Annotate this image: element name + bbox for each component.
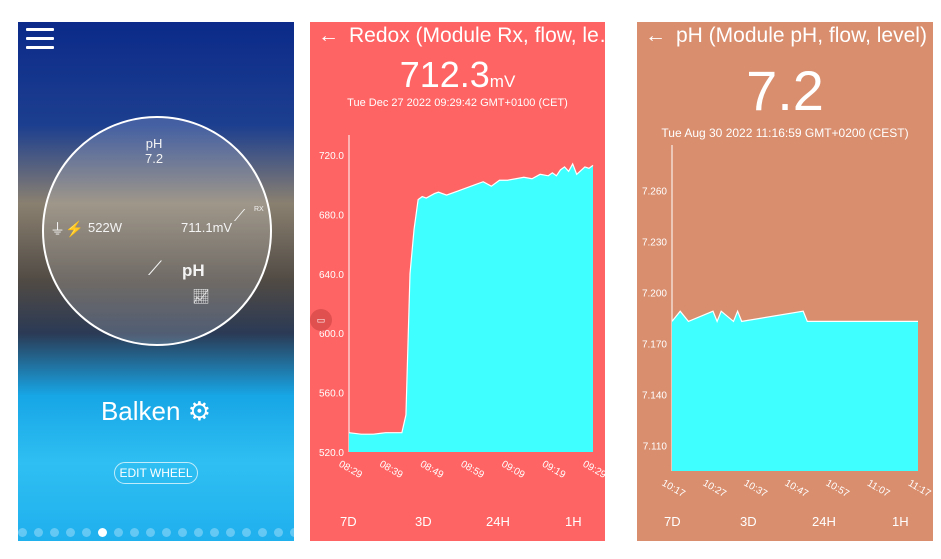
range-1h[interactable]: 1H bbox=[892, 514, 909, 529]
page-dot[interactable] bbox=[178, 528, 187, 537]
x-tick-label: 10:27 bbox=[701, 478, 729, 500]
x-tick-label: 10:17 bbox=[660, 478, 688, 500]
y-tick-label: 7.170 bbox=[642, 340, 667, 351]
series-line bbox=[348, 162, 594, 435]
screen-title: pH (Module pH, flow, level) bbox=[676, 24, 927, 47]
y-tick-label: 7.140 bbox=[642, 391, 667, 402]
ph-probe-icon: ⟋ bbox=[148, 258, 162, 280]
page-dot[interactable] bbox=[274, 528, 283, 537]
series-line bbox=[671, 309, 918, 324]
redox-value: 711.1mV bbox=[181, 220, 233, 235]
wheel-center-label: pH bbox=[182, 261, 205, 280]
hamburger-menu-icon[interactable] bbox=[26, 28, 54, 50]
back-arrow-icon[interactable]: ← bbox=[645, 24, 666, 47]
page-dot[interactable] bbox=[290, 528, 294, 537]
x-tick-label: 08:49 bbox=[418, 459, 446, 481]
x-tick-label: 08:39 bbox=[377, 459, 405, 481]
range-24h[interactable]: 24H bbox=[812, 514, 836, 529]
timestamp: Tue Dec 27 2022 09:29:42 GMT+0100 (CET) bbox=[347, 97, 568, 109]
header: ← Redox (Module Rx, flow, le… bbox=[318, 24, 605, 48]
y-tick-label: 7.110 bbox=[643, 442, 668, 453]
page-dot[interactable] bbox=[162, 528, 171, 537]
x-tick-label: 11:17 bbox=[906, 478, 933, 500]
range-7d[interactable]: 7D bbox=[664, 514, 681, 529]
current-value: 712.3mV bbox=[399, 54, 516, 95]
x-tick-label: 09:19 bbox=[540, 459, 568, 481]
current-value: 7.2 bbox=[746, 59, 824, 122]
x-tick-label: 08:59 bbox=[459, 459, 487, 481]
range-24h[interactable]: 24H bbox=[486, 514, 510, 529]
y-tick-label: 600.0 bbox=[319, 329, 344, 340]
page-dot[interactable] bbox=[242, 528, 251, 537]
y-tick-label: 7.200 bbox=[642, 289, 667, 300]
header: ← pH (Module pH, flow, level) bbox=[645, 24, 927, 48]
redox-screen: ← Redox (Module Rx, flow, le… 712.3mV Tue… bbox=[310, 22, 605, 541]
y-tick-label: 560.0 bbox=[319, 389, 344, 400]
back-arrow-icon[interactable]: ← bbox=[318, 24, 339, 47]
x-tick-label: 09:29 bbox=[581, 459, 605, 481]
area-fill bbox=[672, 311, 918, 471]
y-tick-label: 720.0 bbox=[319, 151, 344, 162]
chart-icon[interactable]: 📈︎ bbox=[192, 288, 210, 304]
x-tick-label: 09:09 bbox=[499, 459, 527, 481]
x-tick-label: 11:07 bbox=[865, 478, 892, 500]
y-tick-label: 520.0 bbox=[319, 448, 344, 459]
page-dot[interactable] bbox=[194, 528, 203, 537]
page-indicator[interactable] bbox=[18, 528, 294, 537]
page-dot[interactable] bbox=[130, 528, 139, 537]
page-dot[interactable] bbox=[18, 528, 27, 537]
settings-gears-icon[interactable]: ⚙ bbox=[187, 396, 212, 426]
ph-screen: ← pH (Module pH, flow, level) 7.2 Tue Aug… bbox=[637, 22, 933, 541]
page-dot[interactable] bbox=[226, 528, 235, 537]
page-dot[interactable] bbox=[50, 528, 59, 537]
y-tick-label: 640.0 bbox=[319, 270, 344, 281]
page-dot[interactable] bbox=[258, 528, 267, 537]
x-tick-label: 10:37 bbox=[742, 478, 770, 500]
area-fill bbox=[349, 163, 593, 452]
page-dot[interactable] bbox=[146, 528, 155, 537]
power-plug-icon: ⏚⚡ bbox=[50, 221, 84, 238]
range-3d[interactable]: 3D bbox=[415, 514, 432, 529]
range-3d[interactable]: 3D bbox=[740, 514, 757, 529]
page-dot[interactable] bbox=[98, 528, 107, 537]
wheel-screen: pH 7.2 ⏚⚡ 522W 711.1mV ⟋ RX ⟋ pH 📈︎ Balke… bbox=[18, 22, 294, 541]
pool-name: Balken ⚙ bbox=[100, 396, 212, 426]
page-dot[interactable] bbox=[114, 528, 123, 537]
x-tick-label: 10:47 bbox=[783, 478, 811, 500]
ph-chart[interactable]: 7.110 7.140 7.170 7.200 7.230 7.260 10:17 10:27… bbox=[637, 22, 933, 502]
page-dot[interactable] bbox=[82, 528, 91, 537]
x-tick-label: 08:29 bbox=[337, 459, 365, 481]
page-dot[interactable] bbox=[210, 528, 219, 537]
y-tick-label: 7.230 bbox=[642, 238, 667, 249]
redox-probe-icon: ⟋ bbox=[234, 208, 246, 225]
range-1h[interactable]: 1H bbox=[565, 514, 582, 529]
page-dot[interactable] bbox=[34, 528, 43, 537]
edit-wheel-button[interactable]: EDIT WHEEL bbox=[114, 462, 198, 484]
wheel-top-label: pH 7.2 bbox=[145, 136, 164, 166]
power-value: 522W bbox=[88, 220, 122, 235]
page-dot[interactable] bbox=[66, 528, 75, 537]
range-7d[interactable]: 7D bbox=[340, 514, 357, 529]
screen-title: Redox (Module Rx, flow, le… bbox=[349, 24, 605, 47]
sensor-wheel[interactable]: pH 7.2 ⏚⚡ 522W 711.1mV ⟋ RX ⟋ pH 📈︎ bbox=[42, 116, 272, 346]
screen-record-icon[interactable]: ▭ bbox=[310, 309, 332, 331]
timestamp: Tue Aug 30 2022 11:16:59 GMT+0200 (CEST) bbox=[661, 126, 909, 140]
y-tick-label: 680.0 bbox=[319, 210, 344, 221]
redox-chart[interactable]: 520.0 560.0 600.0 640.0 680.0 720.0 08:29 08:39… bbox=[310, 22, 605, 502]
x-tick-label: 10:57 bbox=[824, 478, 852, 500]
y-tick-label: 7.260 bbox=[642, 187, 667, 198]
